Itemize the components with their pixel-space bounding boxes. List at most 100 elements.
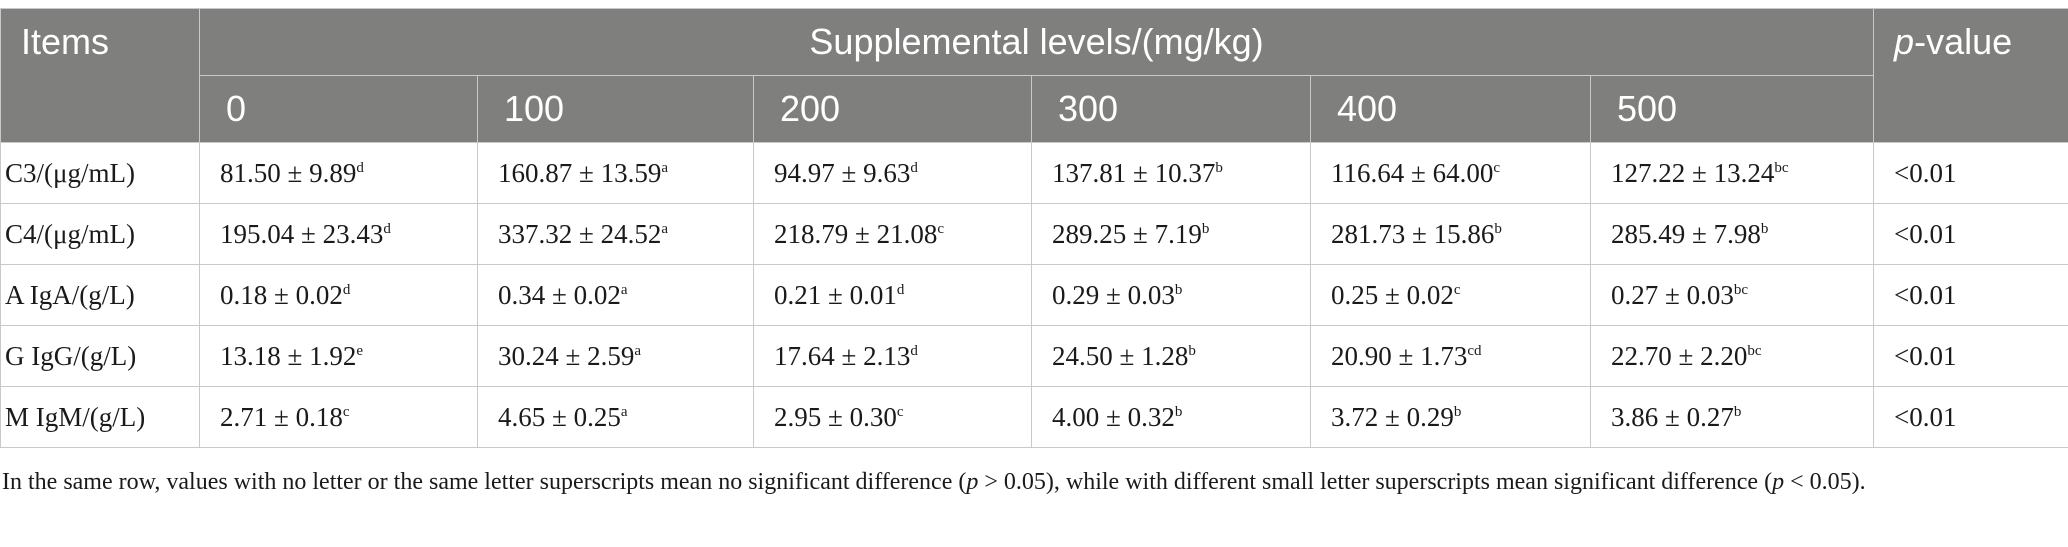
p-italic: p [1894, 21, 1915, 62]
significance-letter: e [356, 342, 363, 359]
p-value-cell: <0.01 [1873, 386, 2068, 448]
significance-letter: a [661, 220, 668, 237]
value-cell: 0.21 ± 0.01d [753, 264, 1032, 326]
table-row: G IgG/(g/L) 13.18 ± 1.92e 30.24 ± 2.59a 17.… [0, 325, 2068, 387]
value-cell: 0.25 ± 0.02c [1310, 264, 1591, 326]
footnote-p: p [1772, 469, 1785, 495]
cell-value: 160.87 ± 13.59 [498, 157, 662, 188]
header-items: Items [0, 8, 200, 143]
significance-letter: b [1733, 403, 1742, 420]
row-label: A IgA/(g/L) [0, 264, 200, 326]
table-row: C4/(μg/mL) 195.04 ± 23.43d 337.32 ± 24.52a… [0, 203, 2068, 265]
cell-value: 137.81 ± 10.37 [1052, 157, 1216, 188]
cell-value: 0.25 ± 0.02 [1331, 279, 1454, 310]
significance-letter: d [356, 159, 364, 176]
cell-value: 4.00 ± 0.32 [1052, 401, 1175, 432]
cell-value: 0.29 ± 0.03 [1052, 279, 1175, 310]
value-cell: 137.81 ± 10.37b [1031, 142, 1311, 204]
significance-letter: a [661, 159, 668, 176]
significance-letter: d [342, 281, 351, 298]
value-cell: 281.73 ± 15.86b [1310, 203, 1591, 265]
row-label: G IgG/(g/L) [0, 325, 200, 387]
cell-value: 17.64 ± 2.13 [774, 340, 911, 371]
value-cell: 30.24 ± 2.59a [477, 325, 754, 387]
cell-value: 20.90 ± 1.73 [1331, 340, 1468, 371]
cell-value: 4.65 ± 0.25 [498, 401, 621, 432]
cell-value: 2.95 ± 0.30 [774, 401, 897, 432]
footnote-p: p [966, 469, 979, 495]
cell-value: 289.25 ± 7.19 [1052, 218, 1202, 249]
significance-letter: b [1215, 159, 1223, 176]
significance-letter: d [910, 159, 918, 176]
cell-value: 116.64 ± 64.00 [1331, 157, 1494, 188]
significance-letter: c [1453, 281, 1461, 298]
value-cell: 4.65 ± 0.25a [477, 386, 754, 448]
value-cell: 160.87 ± 13.59a [477, 142, 754, 204]
cell-value: 30.24 ± 2.59 [498, 340, 635, 371]
significance-letter: c [937, 220, 944, 237]
value-cell: 22.70 ± 2.20bc [1589, 325, 1875, 387]
significance-letter: b [1174, 403, 1183, 420]
significance-letter: d [383, 220, 391, 237]
p-value-cell: <0.01 [1873, 264, 2068, 326]
significance-letter: b [1201, 220, 1210, 237]
cell-value: 337.32 ± 24.52 [498, 218, 662, 249]
significance-letter: a [634, 342, 641, 359]
value-cell: 81.50 ± 9.89d [199, 142, 478, 204]
significance-letter: b [1760, 220, 1769, 237]
significance-letter: b [1174, 281, 1183, 298]
level-header: 100 [477, 75, 754, 143]
significance-letter: bc [1747, 342, 1762, 359]
cell-value: 2.71 ± 0.18 [220, 401, 343, 432]
level-header: 300 [1031, 75, 1311, 143]
significance-letter: d [896, 281, 905, 298]
cell-value: 195.04 ± 23.43 [220, 218, 384, 249]
significance-letter: cd [1467, 342, 1482, 359]
level-header: 500 [1589, 75, 1875, 143]
significance-letter: c [342, 403, 350, 420]
cell-value: 3.72 ± 0.29 [1331, 401, 1454, 432]
significance-letter: a [620, 403, 628, 420]
significance-letter: d [910, 342, 918, 359]
footnote-text: > 0.05), while with different small lett… [978, 469, 1773, 495]
table-body: C3/(μg/mL) 81.50 ± 9.89d 160.87 ± 13.59a 94… [0, 142, 2068, 448]
cell-value: 81.50 ± 9.89 [220, 157, 357, 188]
cell-value: 0.34 ± 0.02 [498, 279, 621, 310]
value-cell: 24.50 ± 1.28b [1031, 325, 1311, 387]
significance-letter: a [620, 281, 628, 298]
cell-value: 3.86 ± 0.27 [1611, 401, 1734, 432]
results-table: Items Supplemental levels/(mg/kg) p-valu… [0, 8, 2068, 448]
cell-value: 0.18 ± 0.02 [220, 279, 343, 310]
row-label: M IgM/(g/L) [0, 386, 200, 448]
value-cell: 337.32 ± 24.52a [477, 203, 754, 265]
cell-value: 0.27 ± 0.03 [1611, 279, 1734, 310]
cell-value: 24.50 ± 1.28 [1052, 340, 1189, 371]
footnote-text: In the same row, values with no letter o… [2, 469, 967, 495]
table-row: M IgM/(g/L) 2.71 ± 0.18c 4.65 ± 0.25a 2.95 … [0, 386, 2068, 448]
p-value-cell: <0.01 [1873, 142, 2068, 204]
significance-letter: bc [1774, 159, 1789, 176]
cell-value: 94.97 ± 9.63 [774, 157, 911, 188]
value-cell: 20.90 ± 1.73cd [1310, 325, 1591, 387]
value-cell: 285.49 ± 7.98b [1589, 203, 1875, 265]
value-cell: 127.22 ± 13.24bc [1589, 142, 1875, 204]
significance-letter: b [1494, 220, 1502, 237]
value-cell: 3.86 ± 0.27b [1589, 386, 1875, 448]
cell-value: 127.22 ± 13.24 [1611, 157, 1775, 188]
value-cell: 94.97 ± 9.63d [753, 142, 1032, 204]
value-cell: 2.71 ± 0.18c [199, 386, 478, 448]
value-cell: 0.29 ± 0.03b [1031, 264, 1311, 326]
table-footnote: In the same row, values with no letter o… [2, 466, 1992, 499]
p-value-suffix: -value [1914, 21, 2013, 62]
significance-letter: c [1493, 159, 1500, 176]
value-cell: 0.34 ± 0.02a [477, 264, 754, 326]
significance-letter: b [1188, 342, 1196, 359]
significance-letter: bc [1733, 281, 1748, 298]
cell-value: 218.79 ± 21.08 [774, 218, 938, 249]
value-cell: 116.64 ± 64.00c [1310, 142, 1591, 204]
cell-value: 0.21 ± 0.01 [774, 279, 897, 310]
header-p-value: p-value [1873, 8, 2068, 143]
value-cell: 17.64 ± 2.13d [753, 325, 1032, 387]
cell-value: 13.18 ± 1.92 [220, 340, 357, 371]
value-cell: 3.72 ± 0.29b [1310, 386, 1591, 448]
